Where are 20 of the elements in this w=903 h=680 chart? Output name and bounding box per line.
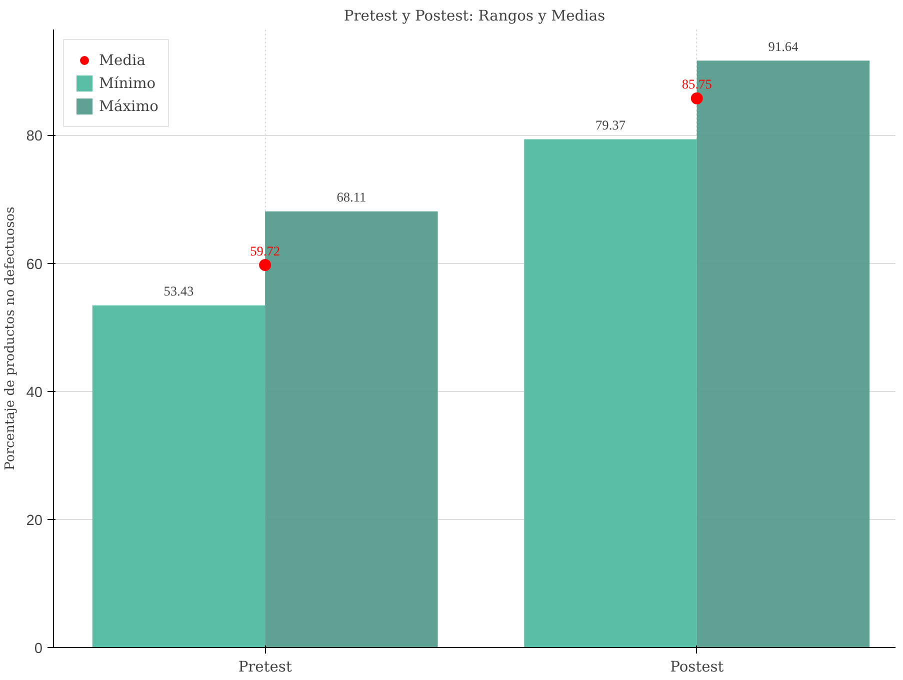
y-tick-label: 40 [26, 384, 43, 401]
x-tick-label: Postest [670, 658, 724, 676]
legend-label: Máximo [99, 98, 158, 114]
legend-label: Mínimo [99, 74, 156, 92]
legend-label: Media [99, 52, 146, 68]
chart-title: Pretest y Postest: Rangos y Medias [344, 8, 606, 24]
data-label: 85.75 [682, 76, 712, 92]
y-axis-title: Porcentaje de productos no defectuosos [3, 206, 18, 470]
data-label: 59.72 [250, 243, 280, 258]
y-tick-label: 60 [26, 256, 43, 273]
bar [92, 305, 266, 648]
data-label: 79.37 [596, 118, 626, 133]
x-tick-label: Pretest [238, 658, 292, 676]
data-label: 53.43 [164, 284, 194, 299]
y-tick-label: 20 [26, 512, 43, 529]
bar [524, 139, 697, 648]
data-label: 91.64 [768, 39, 799, 54]
y-tick-label: 80 [26, 128, 43, 145]
data-label: 68.11 [336, 190, 366, 205]
y-tick-label: 0 [34, 641, 43, 657]
